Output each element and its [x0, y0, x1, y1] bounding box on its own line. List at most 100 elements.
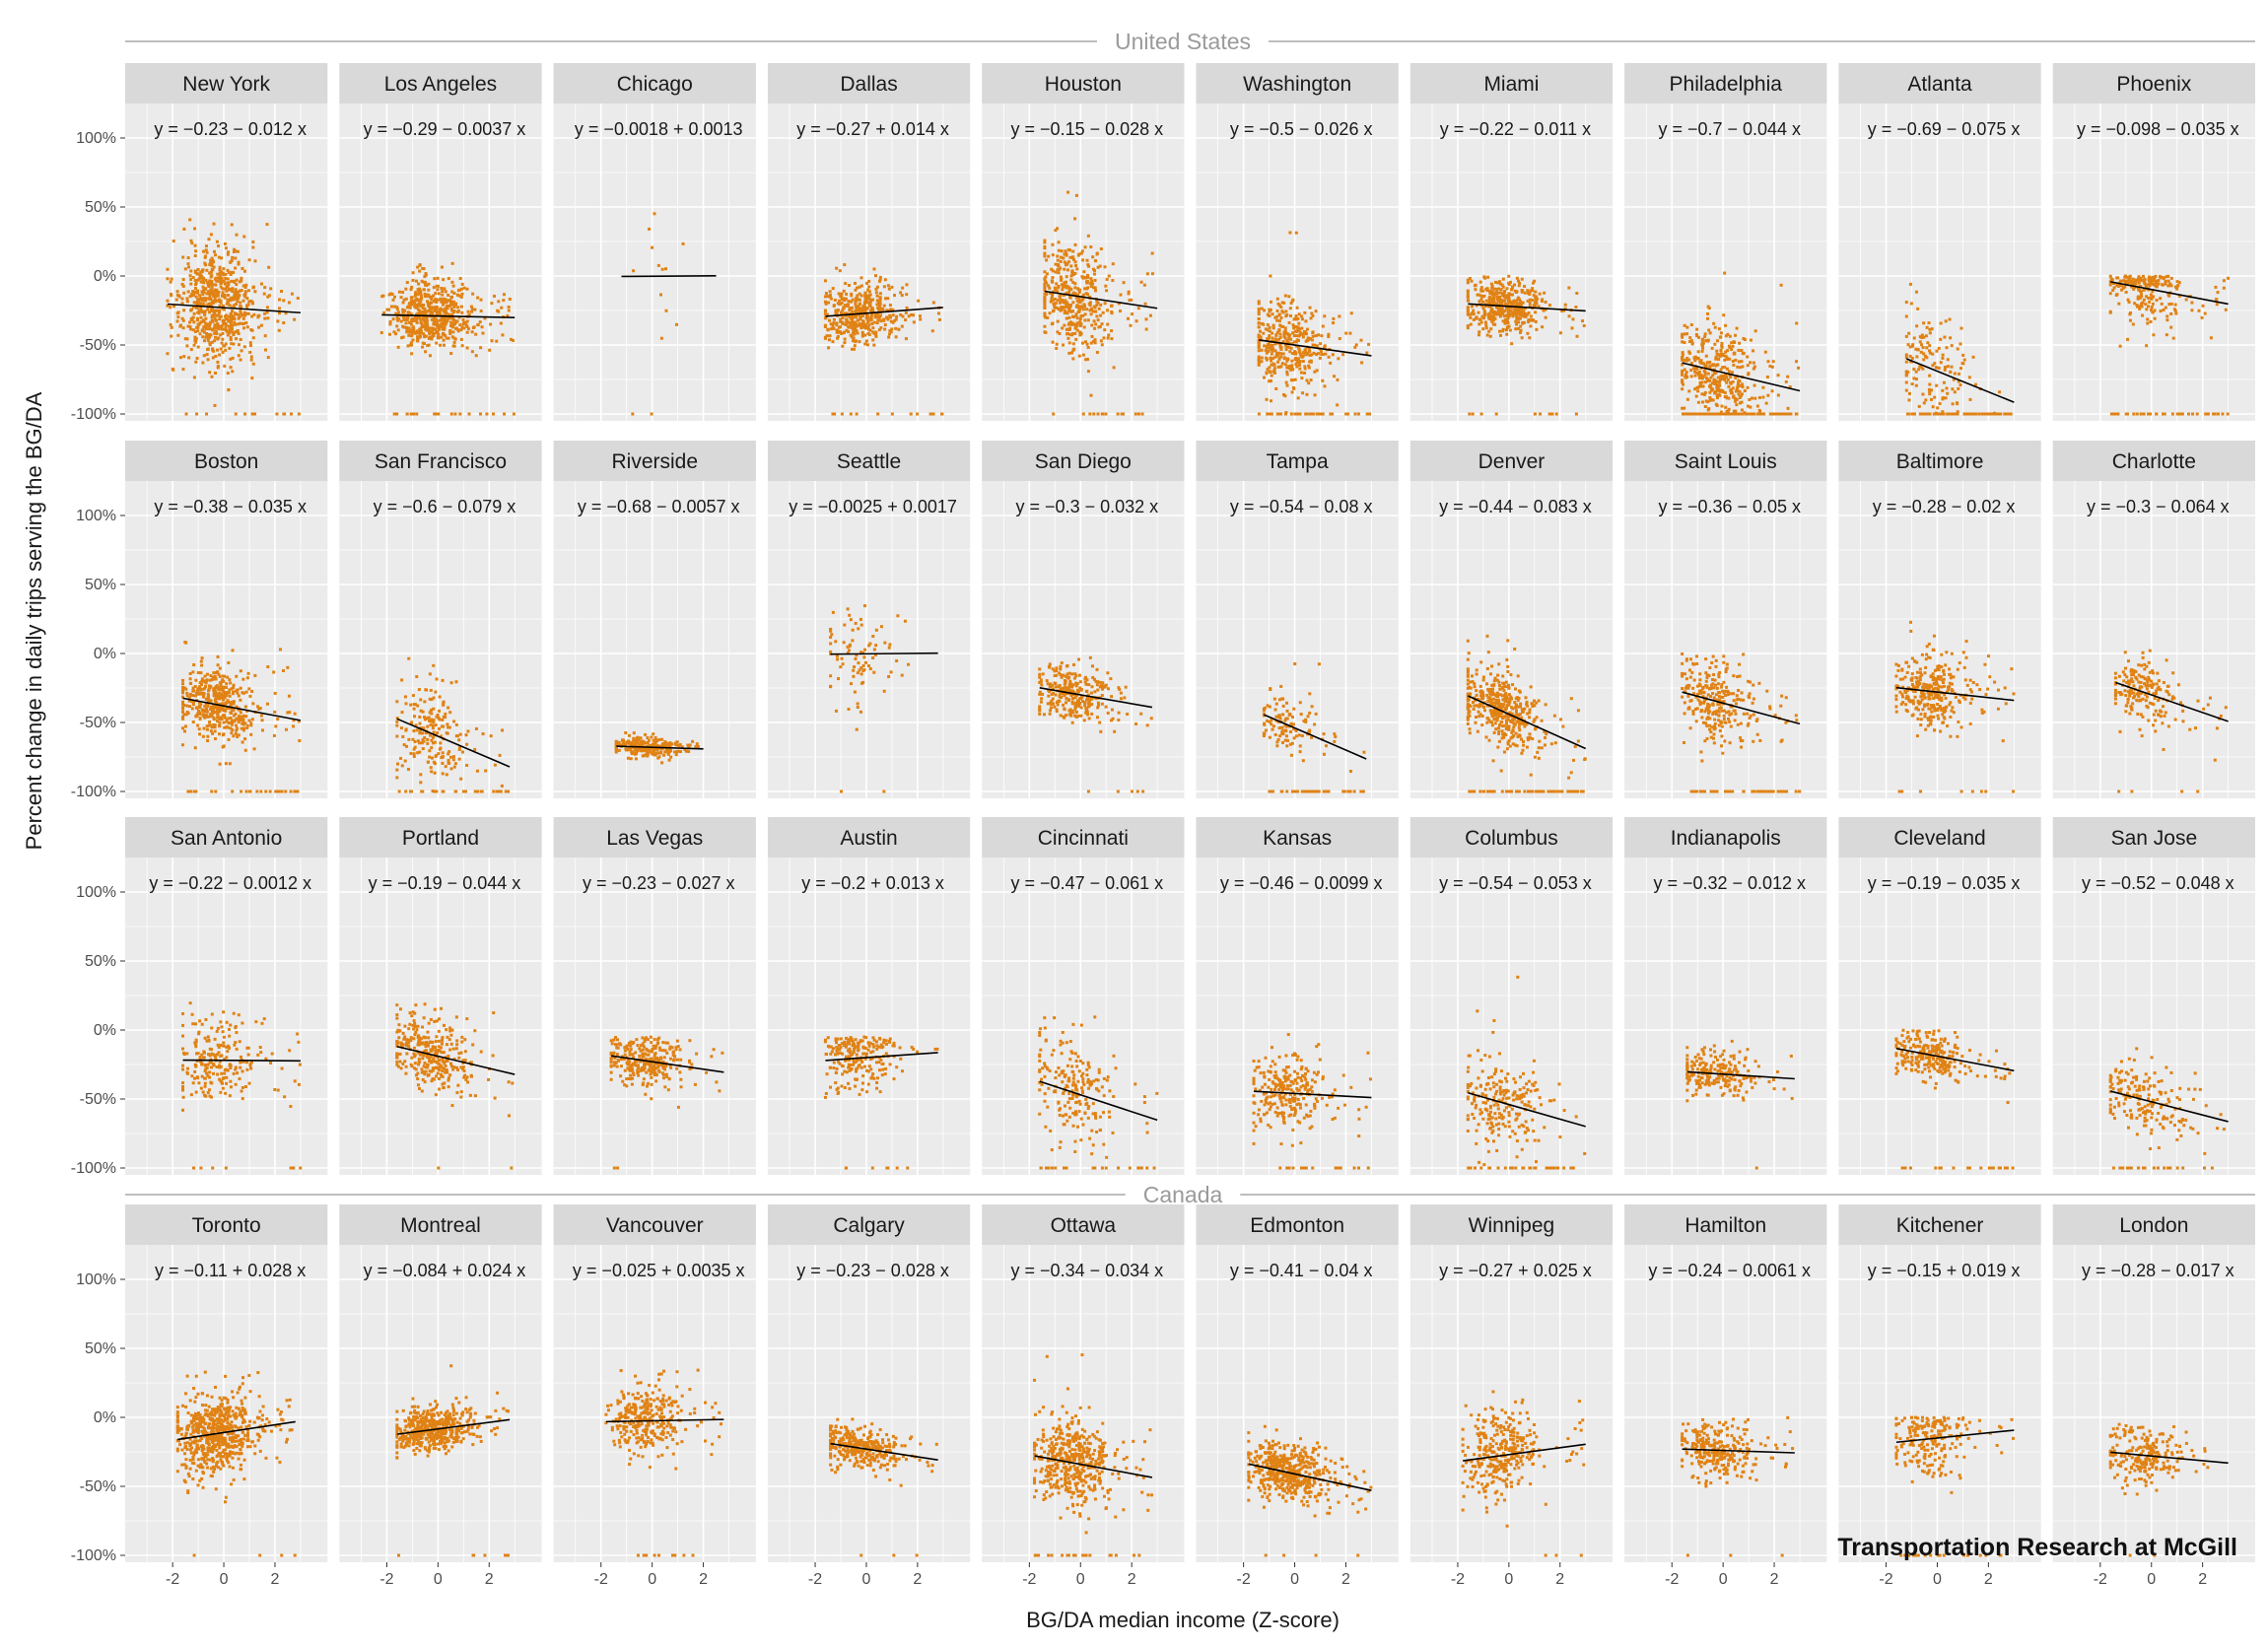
- data-point: [1301, 391, 1304, 394]
- panel-title: Miami: [1483, 73, 1539, 96]
- data-point: [214, 355, 217, 358]
- data-point: [1506, 319, 1509, 322]
- data-point: [890, 327, 893, 330]
- data-point: [1106, 309, 1109, 311]
- data-point: [1795, 321, 1798, 324]
- data-point: [280, 290, 283, 293]
- data-point: [272, 670, 275, 673]
- data-point: [203, 339, 206, 342]
- data-point: [1151, 252, 1154, 255]
- data-point: [661, 268, 664, 271]
- data-point: [829, 290, 832, 293]
- data-point: [1736, 366, 1739, 369]
- data-point: [407, 330, 410, 333]
- data-point: [1305, 393, 1308, 396]
- data-point: [176, 319, 179, 322]
- data-point: [456, 294, 459, 297]
- data-point: [284, 790, 287, 793]
- data-point: [202, 735, 205, 738]
- data-point: [202, 325, 205, 328]
- data-point: [427, 327, 430, 330]
- data-point: [1470, 323, 1473, 326]
- data-point: [197, 346, 200, 349]
- data-point: [2140, 303, 2143, 306]
- data-point: [1127, 317, 1130, 320]
- data-point: [1291, 378, 1294, 381]
- data-point: [1310, 378, 1313, 381]
- data-point: [281, 790, 284, 793]
- data-point: [1740, 349, 1743, 352]
- data-point: [1724, 324, 1727, 327]
- data-point: [288, 711, 291, 714]
- data-point: [508, 309, 511, 311]
- data-point: [1939, 338, 1942, 341]
- data-point: [1049, 311, 1052, 314]
- data-point: [1489, 317, 1492, 320]
- data-point: [264, 790, 267, 793]
- data-point: [1716, 394, 1719, 397]
- data-point: [1085, 280, 1088, 283]
- data-point: [1286, 357, 1289, 360]
- data-point: [1714, 326, 1717, 329]
- data-point: [1274, 333, 1277, 336]
- data-point: [1491, 300, 1494, 303]
- data-point: [199, 681, 202, 684]
- data-point: [1277, 313, 1280, 316]
- data-point: [1266, 352, 1269, 355]
- data-point: [407, 334, 410, 337]
- data-point: [225, 317, 228, 320]
- data-point: [1258, 364, 1261, 367]
- data-point: [446, 305, 448, 308]
- data-point: [1304, 331, 1307, 334]
- data-point: [1905, 374, 1908, 377]
- data-point: [2204, 413, 2207, 416]
- data-point: [213, 223, 216, 226]
- data-point: [224, 322, 227, 325]
- data-point: [217, 663, 220, 666]
- data-point: [181, 726, 184, 729]
- data-point: [1089, 394, 1092, 397]
- data-point: [203, 692, 206, 695]
- data-point: [1279, 348, 1282, 351]
- data-point: [1511, 286, 1514, 289]
- data-point: [1737, 349, 1740, 352]
- data-point: [236, 717, 239, 720]
- data-point: [1961, 362, 1964, 365]
- data-point: [1076, 287, 1079, 290]
- data-point: [1272, 326, 1275, 329]
- data-point: [263, 312, 266, 315]
- data-point: [249, 733, 252, 736]
- data-point: [476, 297, 479, 300]
- data-point: [1739, 396, 1742, 399]
- data-point: [424, 321, 427, 324]
- data-point: [1523, 285, 1526, 288]
- data-point: [879, 292, 882, 295]
- data-point: [211, 264, 214, 267]
- data-point: [198, 273, 201, 276]
- regression-equation: y = −0.38 − 0.035 x: [154, 497, 307, 516]
- regression-equation: y = −0.29 − 0.0037 x: [364, 119, 526, 139]
- data-point: [1057, 286, 1060, 289]
- data-point: [1066, 305, 1069, 308]
- data-point: [1308, 337, 1311, 340]
- data-point: [1272, 369, 1275, 372]
- data-point: [1703, 335, 1706, 338]
- data-point: [1684, 413, 1686, 416]
- data-point: [430, 723, 433, 726]
- data-point: [875, 303, 878, 306]
- data-point: [1510, 293, 1513, 296]
- data-point: [195, 282, 198, 285]
- data-point: [459, 277, 462, 280]
- data-point: [1258, 310, 1261, 313]
- data-point: [1734, 359, 1737, 362]
- data-point: [175, 299, 178, 302]
- data-point: [413, 306, 416, 309]
- data-point: [195, 307, 198, 309]
- data-point: [450, 413, 453, 416]
- data-point: [1269, 357, 1271, 360]
- data-point: [1316, 369, 1319, 372]
- data-point: [185, 344, 188, 347]
- data-point: [275, 413, 278, 416]
- data-point: [1907, 398, 1910, 401]
- data-point: [1681, 387, 1684, 390]
